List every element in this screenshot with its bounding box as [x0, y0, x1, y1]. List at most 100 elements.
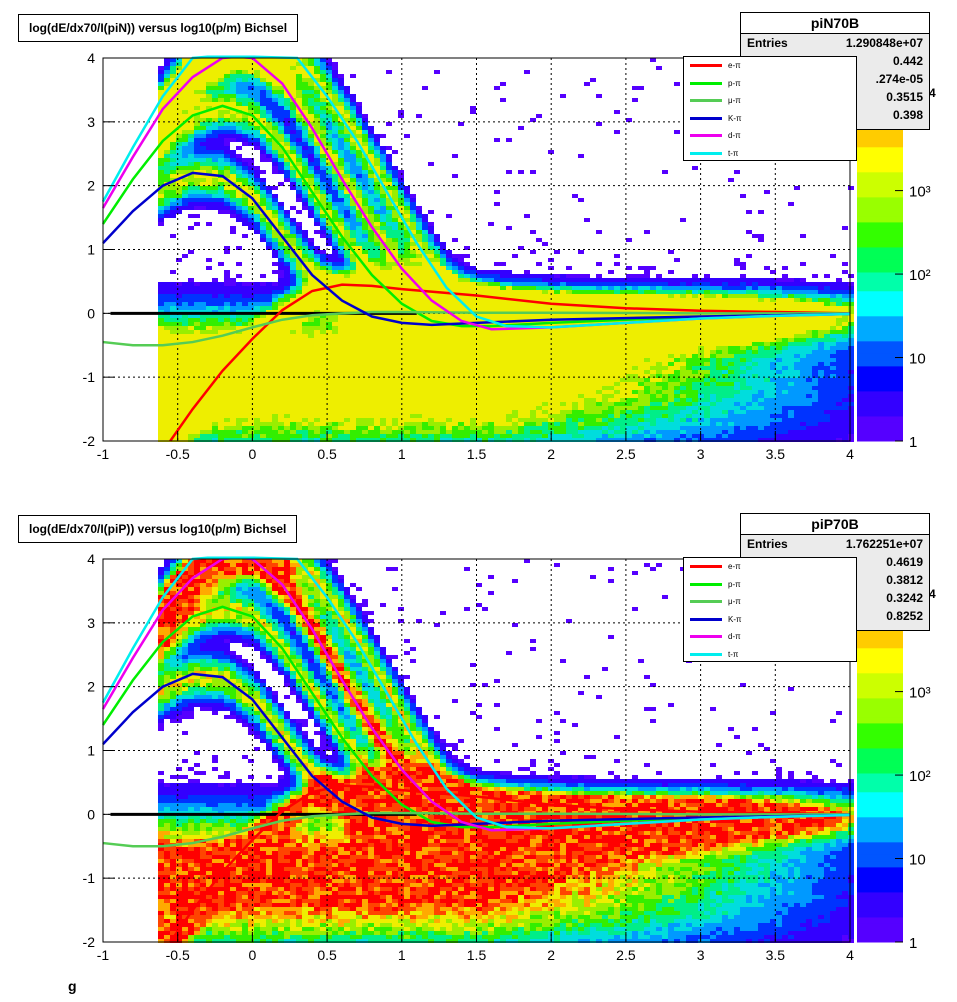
- density-cell: [350, 298, 356, 302]
- density-cell: [356, 302, 362, 306]
- density-cell: [446, 330, 452, 334]
- density-cell: [332, 262, 338, 266]
- density-cell: [302, 142, 308, 146]
- density-cell: [374, 386, 380, 390]
- density-cell: [362, 378, 368, 382]
- density-cell: [224, 270, 230, 274]
- density-cell: [206, 114, 212, 118]
- density-cell: [260, 286, 266, 290]
- density-cell: [356, 158, 362, 162]
- density-cell: [374, 282, 380, 286]
- density-cell: [236, 174, 242, 178]
- density-cell: [584, 338, 590, 342]
- density-cell: [242, 130, 248, 134]
- density-cell: [278, 294, 284, 298]
- density-cell: [386, 202, 392, 206]
- density-cell: [242, 102, 248, 106]
- density-cell: [428, 258, 434, 262]
- density-cell: [224, 146, 230, 150]
- density-cell: [242, 66, 248, 70]
- density-cell: [176, 406, 182, 410]
- density-cell: [218, 102, 224, 106]
- density-cell: [488, 342, 494, 346]
- density-cell: [326, 334, 332, 338]
- density-cell: [422, 266, 428, 270]
- density-cell: [506, 342, 512, 346]
- density-cell: [308, 250, 314, 254]
- density-cell: [500, 274, 506, 278]
- density-cell: [374, 366, 380, 370]
- density-cell: [578, 346, 584, 350]
- density-cell: [218, 202, 224, 206]
- density-cell: [524, 402, 530, 406]
- density-cell: [224, 406, 230, 410]
- density-cell: [524, 274, 530, 278]
- density-cell: [230, 418, 236, 422]
- density-cell: [446, 262, 452, 266]
- density-cell: [494, 426, 500, 430]
- density-cell: [158, 202, 164, 206]
- density-cell: [308, 254, 314, 258]
- density-cell: [188, 170, 194, 174]
- density-cell: [236, 318, 242, 322]
- density-cell: [266, 334, 272, 338]
- density-cell: [326, 86, 332, 90]
- density-cell: [416, 238, 422, 242]
- density-cell: [338, 190, 344, 194]
- density-cell: [266, 222, 272, 226]
- density-cell: [500, 418, 506, 422]
- density-cell: [290, 246, 296, 250]
- density-cell: [200, 398, 206, 402]
- density-cell: [242, 418, 248, 422]
- density-cell: [272, 390, 278, 394]
- density-cell: [182, 298, 188, 302]
- density-cell: [416, 114, 422, 118]
- density-cell: [326, 82, 332, 86]
- density-cell: [200, 90, 206, 94]
- density-cell: [392, 434, 398, 438]
- density-cell: [320, 378, 326, 382]
- density-cell: [380, 274, 386, 278]
- density-cell: [188, 226, 194, 230]
- density-cell: [344, 314, 350, 318]
- density-cell: [416, 302, 422, 306]
- density-cell: [290, 406, 296, 410]
- density-cell: [212, 414, 218, 418]
- density-cell: [476, 286, 482, 290]
- density-cell: [554, 290, 560, 294]
- density-cell: [368, 378, 374, 382]
- density-cell: [494, 410, 500, 414]
- density-cell: [332, 430, 338, 434]
- density-cell: [206, 62, 212, 66]
- density-cell: [272, 166, 278, 170]
- density-cell: [242, 326, 248, 330]
- density-cell: [566, 338, 572, 342]
- density-cell: [230, 434, 236, 438]
- density-cell: [566, 418, 572, 422]
- density-cell: [428, 414, 434, 418]
- density-cell: [182, 206, 188, 210]
- density-cell: [452, 290, 458, 294]
- density-cell: [236, 166, 242, 170]
- density-cell: [230, 302, 236, 306]
- density-cell: [452, 326, 458, 330]
- density-cell: [386, 254, 392, 258]
- density-cell: [362, 202, 368, 206]
- density-cell: [404, 186, 410, 190]
- density-cell: [296, 430, 302, 434]
- density-cell: [518, 302, 524, 306]
- density-cell: [446, 382, 452, 386]
- density-cell: [182, 382, 188, 386]
- density-cell: [350, 274, 356, 278]
- density-cell: [200, 374, 206, 378]
- density-cell: [524, 354, 530, 358]
- density-cell: [404, 278, 410, 282]
- density-cell: [362, 330, 368, 334]
- density-cell: [488, 410, 494, 414]
- density-cell: [188, 390, 194, 394]
- density-cell: [224, 334, 230, 338]
- density-cell: [212, 350, 218, 354]
- density-cell: [356, 354, 362, 358]
- density-cell: [200, 66, 206, 70]
- density-cell: [320, 354, 326, 358]
